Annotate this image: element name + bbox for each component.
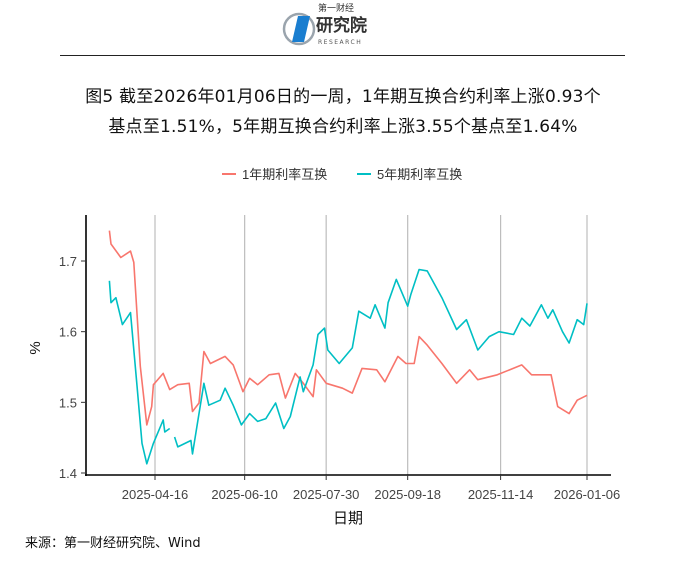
y-axis-label: % xyxy=(27,341,44,354)
header-divider xyxy=(60,55,625,56)
legend-label: 5年期利率互换 xyxy=(377,167,462,182)
y-tick-label: 1.5 xyxy=(59,395,77,410)
ticks: 2025-04-16 2025-06-10 2025-07-30 2025-09-18… xyxy=(59,254,620,502)
x-tick-label: 2025-07-30 xyxy=(293,487,360,502)
x-tick-label: 2025-11-14 xyxy=(468,487,534,502)
chart-title-line2: 基点至1.51%，5年期互换合约利率上涨3.55个基点至1.64% xyxy=(108,117,578,137)
legend: 1年期利率互换 5年期利率互换 xyxy=(222,167,462,182)
source-note: 来源：第一财经研究院、Wind xyxy=(25,536,201,551)
x-tick-label: 2025-06-10 xyxy=(211,487,278,502)
x-tick-label: 2026-01-06 xyxy=(554,487,621,502)
x-axis-label: 日期 xyxy=(333,510,363,527)
logo-text-top: 第一财经 xyxy=(318,4,355,14)
series-line-1y xyxy=(108,230,588,426)
logo-mark-icon xyxy=(282,12,316,46)
series-line-2y xyxy=(108,268,588,465)
logo-text-sub: RESEARCH xyxy=(318,39,363,46)
logo: 第一财经 研究院 RESEARCH xyxy=(282,4,392,52)
chart-title-line1: 图5 截至2026年01月06日的一周，1年期互换合约利率上涨0.93个 xyxy=(85,87,601,107)
y-tick-label: 1.6 xyxy=(59,325,77,340)
x-tick-label: 2025-09-18 xyxy=(374,487,441,502)
grid xyxy=(154,215,588,475)
y-tick-label: 1.7 xyxy=(59,254,77,269)
x-tick-label: 2025-04-16 xyxy=(122,487,189,502)
logo-text-main: 研究院 xyxy=(316,16,367,36)
legend-label: 1年期利率互换 xyxy=(242,167,327,182)
series-group xyxy=(108,230,588,465)
y-tick-label: 1.4 xyxy=(59,466,77,481)
